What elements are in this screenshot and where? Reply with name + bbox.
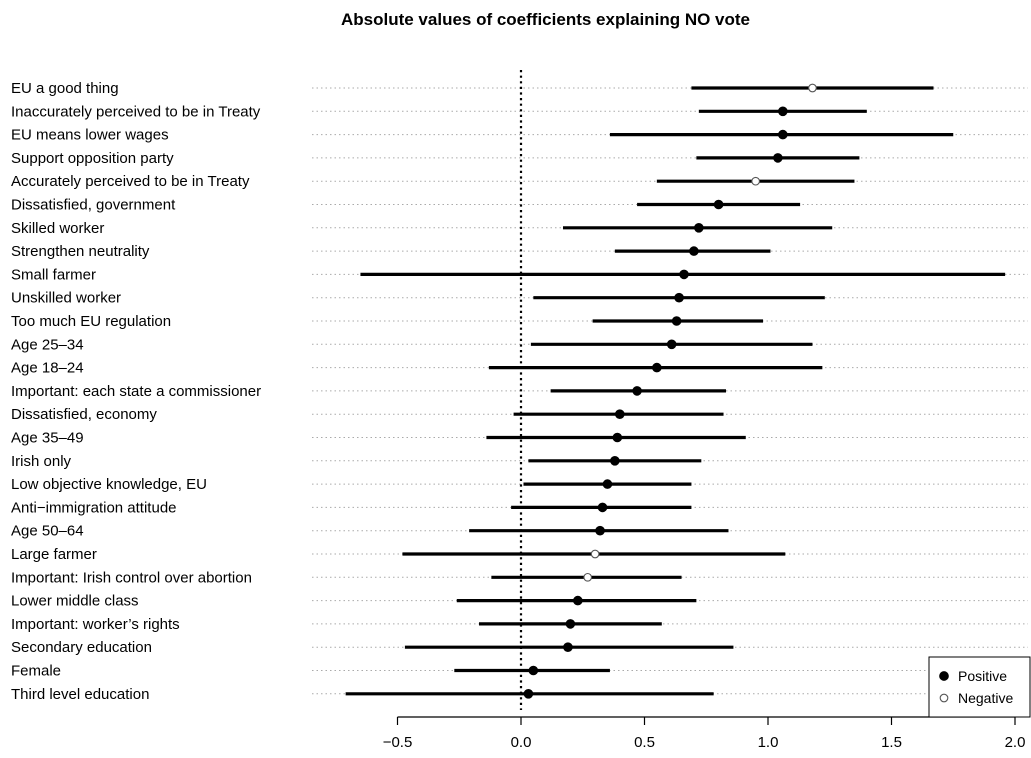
category-label: EU a good thing bbox=[11, 80, 119, 97]
legend-box bbox=[928, 656, 1031, 718]
category-label: Inaccurately perceived to be in Treaty bbox=[11, 103, 261, 120]
x-tick-label: 0.5 bbox=[634, 734, 655, 751]
category-label: Third level education bbox=[11, 686, 149, 703]
point-estimate-positive bbox=[602, 479, 613, 489]
category-label: Age 18–24 bbox=[11, 360, 84, 377]
category-label: Support opposition party bbox=[11, 150, 174, 167]
legend-label: Negative bbox=[958, 690, 1013, 706]
category-label: Strengthen neutrality bbox=[11, 243, 150, 260]
point-estimate-positive bbox=[713, 199, 724, 210]
category-label: Secondary education bbox=[11, 639, 152, 656]
chart-title: Absolute values of coefficients explaini… bbox=[340, 10, 751, 29]
point-estimate-positive bbox=[523, 689, 534, 699]
point-estimate-positive bbox=[666, 339, 677, 350]
x-tick-label: 0.0 bbox=[511, 734, 532, 751]
x-tick-label: 2.0 bbox=[1005, 734, 1026, 751]
point-estimate-positive bbox=[610, 456, 620, 466]
point-estimate-positive bbox=[778, 106, 788, 117]
point-estimate-positive bbox=[565, 619, 576, 629]
legend: Positive Negative bbox=[928, 656, 1031, 718]
point-estimate-positive bbox=[773, 153, 783, 163]
category-label: Unskilled worker bbox=[11, 290, 121, 307]
point-estimates bbox=[523, 83, 817, 699]
point-estimate-positive bbox=[679, 269, 689, 280]
legend-label: Positive bbox=[958, 668, 1007, 684]
point-estimate-negative bbox=[590, 549, 600, 559]
point-estimate-positive bbox=[689, 246, 699, 256]
category-label: Important: each state a commissioner bbox=[11, 383, 261, 400]
point-estimate-positive bbox=[652, 362, 662, 373]
category-label: Large farmer bbox=[11, 546, 97, 563]
point-estimate-negative bbox=[751, 176, 761, 186]
category-label: Anti−immigration attitude bbox=[11, 499, 177, 516]
category-label: Age 25–34 bbox=[11, 336, 84, 353]
point-estimate-positive bbox=[694, 223, 704, 233]
category-label: Lower middle class bbox=[11, 593, 139, 610]
category-label: Small farmer bbox=[11, 266, 96, 283]
point-estimate-positive bbox=[573, 595, 583, 606]
category-labels: EU a good thing Inaccurately perceived to… bbox=[11, 80, 261, 703]
point-estimate-positive bbox=[632, 386, 642, 396]
point-estimate-positive bbox=[674, 292, 684, 303]
category-label: Dissatisfied, economy bbox=[11, 406, 157, 423]
category-label: Age 50–64 bbox=[11, 523, 84, 540]
point-estimate-negative bbox=[808, 83, 817, 93]
category-label: EU means lower wages bbox=[11, 127, 169, 144]
category-label: Important: Irish control over abortion bbox=[11, 569, 252, 586]
category-label: Important: worker’s rights bbox=[11, 616, 180, 633]
x-tick-label: 1.0 bbox=[758, 734, 779, 751]
point-estimate-positive bbox=[595, 525, 605, 536]
category-label: Skilled worker bbox=[11, 220, 104, 237]
legend-marker-positive bbox=[939, 671, 949, 681]
point-estimate-positive bbox=[671, 316, 682, 326]
x-tick-label: 1.5 bbox=[881, 734, 902, 751]
legend-marker-negative bbox=[939, 693, 949, 703]
point-estimate-positive bbox=[563, 642, 573, 653]
category-label: Accurately perceived to be in Treaty bbox=[11, 173, 250, 190]
point-estimate-negative bbox=[583, 572, 593, 582]
category-label: Dissatisfied, government bbox=[11, 197, 176, 214]
category-label: Age 35–49 bbox=[11, 430, 84, 447]
point-estimate-positive bbox=[528, 665, 539, 676]
category-label: Low objective knowledge, EU bbox=[11, 476, 207, 493]
category-label: Irish only bbox=[11, 453, 72, 470]
point-estimate-positive bbox=[612, 432, 623, 443]
category-label: Female bbox=[11, 663, 61, 680]
category-label: Too much EU regulation bbox=[11, 313, 171, 330]
point-estimate-positive bbox=[597, 502, 608, 513]
point-estimate-positive bbox=[615, 409, 625, 420]
x-tick-label: −0.5 bbox=[383, 734, 413, 751]
x-axis: −0.5 0.0 0.5 1.0 1.5 2.0 bbox=[383, 716, 1026, 751]
point-estimate-positive bbox=[778, 129, 788, 140]
